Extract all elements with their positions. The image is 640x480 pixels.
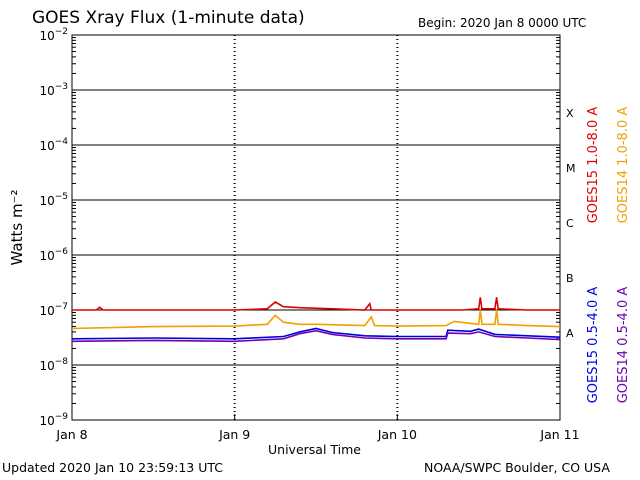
series-line bbox=[71, 327, 561, 340]
series-line bbox=[71, 309, 561, 330]
y-tick-label: 10−4 bbox=[39, 137, 68, 153]
legend-entry: GOES14 0.5-4.0 A bbox=[616, 287, 631, 404]
y-tick-label: 10−3 bbox=[39, 82, 68, 98]
series-line bbox=[71, 329, 561, 343]
flare-class-label: M bbox=[566, 162, 576, 175]
flare-class-label: B bbox=[566, 272, 574, 285]
x-axis-label: Universal Time bbox=[268, 442, 361, 457]
legend-entry: GOES14 1.0-8.0 A bbox=[616, 107, 631, 224]
x-tick-label: Jan 8 bbox=[55, 427, 87, 442]
y-tick-label: 10−5 bbox=[39, 192, 68, 208]
x-tick-label: Jan 10 bbox=[377, 427, 417, 442]
plot-frame bbox=[71, 34, 561, 421]
y-tick-label: 10−7 bbox=[39, 302, 68, 318]
y-tick-label: 10−2 bbox=[39, 27, 68, 43]
legend-entry: GOES15 1.0-8.0 A bbox=[586, 107, 601, 224]
x-tick-label: Jan 11 bbox=[539, 427, 579, 442]
flare-class-label: X bbox=[566, 107, 574, 120]
y-axis-label: Watts m⁻² bbox=[8, 190, 26, 266]
series-line bbox=[72, 297, 560, 311]
credit-text: NOAA/SWPC Boulder, CO USA bbox=[424, 460, 610, 475]
y-tick-label: 10−8 bbox=[39, 357, 68, 373]
x-tick-label: Jan 9 bbox=[218, 427, 250, 442]
y-tick-label: 10−9 bbox=[39, 412, 68, 428]
chart-title: GOES Xray Flux (1-minute data) bbox=[32, 8, 305, 28]
legend-entry: GOES15 0.5-4.0 A bbox=[586, 287, 601, 404]
begin-time: Begin: 2020 Jan 8 0000 UTC bbox=[418, 16, 587, 30]
flare-class-label: C bbox=[566, 217, 574, 230]
flare-class-label: A bbox=[566, 327, 574, 340]
y-tick-label: 10−6 bbox=[39, 247, 68, 263]
updated-timestamp: Updated 2020 Jan 10 23:59:13 UTC bbox=[2, 460, 223, 475]
